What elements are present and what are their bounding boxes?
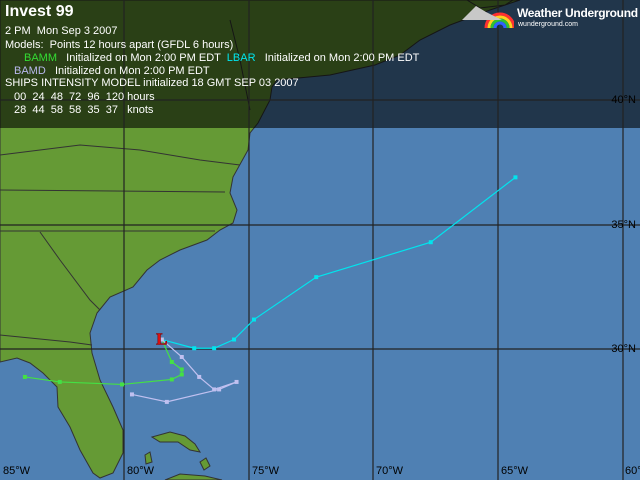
model-bamd-init: Initialized on Mon 2:00 PM EDT	[54, 65, 210, 77]
lon-label: 65°W	[501, 465, 529, 477]
model-lbar-name: LBAR	[226, 52, 256, 64]
track-point-bamd	[234, 379, 239, 384]
model-row: BAMM Initialized on Mon 2:00 PM EDT LBAR…	[24, 52, 419, 64]
track-point-bamm	[179, 372, 184, 377]
border	[0, 189, 226, 193]
logo-url: wunderground.com	[518, 21, 578, 28]
ships-hours: 00 24 48 72 96 120 hours	[14, 91, 155, 103]
datetime: 2 PM Mon Sep 3 2007	[5, 25, 118, 37]
track-point-lbar	[428, 240, 433, 245]
lat-label: 35°N	[611, 219, 636, 231]
track-point-lbar	[212, 346, 217, 351]
track-point-bamd	[197, 374, 202, 379]
bahamas-island	[150, 431, 202, 453]
models-line: Models: Points 12 hours apart (GFDL 6 ho…	[5, 39, 234, 51]
track-point-bamm	[179, 367, 184, 372]
track-point-lbar	[513, 175, 518, 180]
border	[0, 144, 241, 166]
track-point-bamd	[159, 337, 164, 342]
track-point-lbar	[314, 275, 319, 280]
track-point-lbar	[232, 337, 237, 342]
model-lbar-init: Initialized on Mon 2:00 PM EDT	[264, 52, 420, 64]
track-point-bamd	[179, 354, 184, 359]
model-bamm-init: Initialized on Mon 2:00 PM EDT	[66, 52, 221, 64]
border	[0, 334, 93, 346]
logo-name: Weather Underground	[517, 6, 638, 20]
ships-knots: 28 44 58 58 35 37 knots	[14, 104, 154, 116]
lon-label: 60°W	[625, 465, 640, 477]
model-tracks	[22, 175, 518, 404]
track-point-bamm	[169, 359, 174, 364]
model-bamm-name: BAMM	[24, 52, 57, 64]
track-lbar	[161, 176, 516, 349]
lat-label: 40°N	[611, 94, 636, 106]
track-point-bamm	[120, 382, 125, 387]
track-point-bamm	[57, 379, 62, 384]
track-point-lbar	[192, 346, 197, 351]
track-point-bamd	[217, 387, 222, 392]
lon-label: 70°W	[376, 465, 404, 477]
track-point-lbar	[251, 317, 256, 322]
header-shade	[0, 0, 640, 128]
track-bamd	[131, 339, 237, 403]
storm-title: Invest 99	[5, 3, 74, 20]
lon-label: 85°W	[3, 465, 31, 477]
track-point-bamd	[164, 399, 169, 404]
border	[39, 231, 101, 311]
ships-title: SHIPS INTENSITY MODEL initialized 18 GMT…	[5, 77, 299, 89]
bahamas-island	[199, 457, 211, 471]
cloud-rainbow-icon	[462, 6, 514, 29]
model-row: BAMD Initialized on Mon 2:00 PM EDT	[14, 65, 210, 77]
track-point-bamd	[129, 392, 134, 397]
cuba	[164, 473, 223, 480]
track-point-bamm	[22, 374, 27, 379]
track-point-bamm	[169, 377, 174, 382]
lat-label: 30°N	[611, 343, 636, 355]
storm-low-marker: L	[156, 330, 167, 349]
weather-underground-logo: Weather Underground wunderground.com	[462, 2, 638, 32]
model-bamd-name: BAMD	[14, 65, 46, 77]
bahamas-island	[144, 451, 153, 465]
track-point-bamd	[212, 387, 217, 392]
lon-label: 75°W	[252, 465, 280, 477]
lon-label: 80°W	[127, 465, 155, 477]
